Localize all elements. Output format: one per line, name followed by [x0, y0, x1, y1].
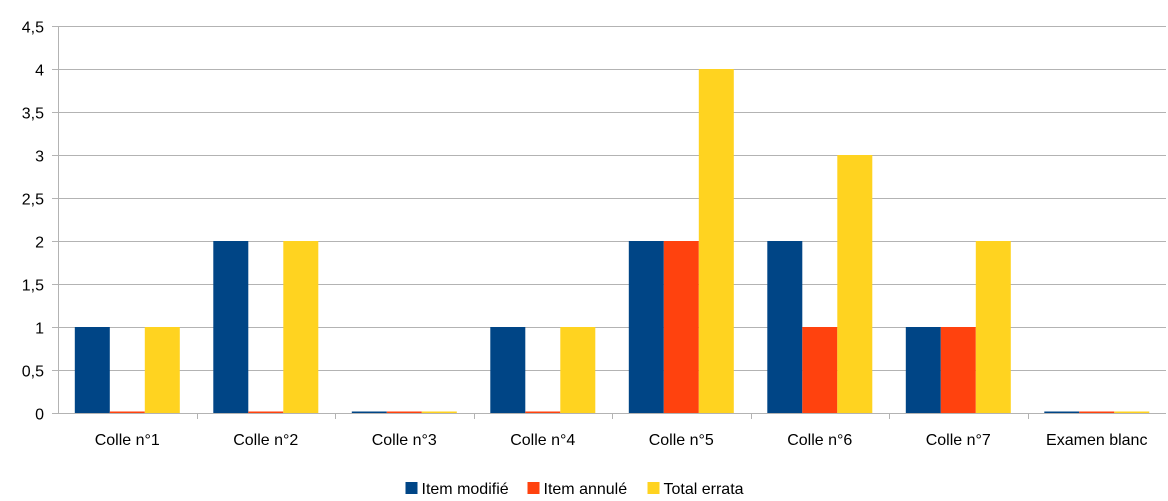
- y-tick-label-3: 1,5: [22, 278, 44, 295]
- bar-3-3: [421, 411, 457, 413]
- bar-2-1: [109, 411, 145, 413]
- x-tick-label-3: Colle n°3: [372, 432, 437, 449]
- bar-3-7: [975, 241, 1011, 413]
- bar-2-3: [386, 411, 422, 413]
- legend-label-3: Total errata: [664, 481, 744, 498]
- bars: [74, 69, 1150, 413]
- legend-label-2: Item annulé: [544, 481, 628, 498]
- bar-1-7: [905, 327, 941, 413]
- x-tick-label-5: Colle n°5: [649, 432, 714, 449]
- bar-3-4: [560, 327, 596, 413]
- y-tick-label-8: 4: [35, 63, 44, 80]
- bar-1-2: [213, 241, 249, 413]
- bar-1-3: [351, 411, 387, 413]
- y-tick-label-7: 3,5: [22, 106, 44, 123]
- bar-3-6: [837, 155, 873, 413]
- bar-1-1: [74, 327, 110, 413]
- bar-2-7: [940, 327, 976, 413]
- bar-2-5: [663, 241, 699, 413]
- legend-swatch-1: [405, 482, 418, 494]
- x-tick-label-1: Colle n°1: [95, 432, 160, 449]
- x-tick-label-4: Colle n°4: [510, 432, 575, 449]
- legend-label-1: Item modifié: [422, 481, 509, 498]
- y-tick-label-2: 1: [35, 321, 44, 338]
- bar-1-4: [490, 327, 526, 413]
- bar-1-6: [767, 241, 803, 413]
- legend: Item modifié Item annulé Total errata: [405, 481, 744, 498]
- bar-3-1: [144, 327, 180, 413]
- bar-2-6: [802, 327, 838, 413]
- y-tick-label-5: 2,5: [22, 192, 44, 209]
- bar-1-8: [1044, 411, 1080, 413]
- x-tick-label-6: Colle n°6: [787, 432, 852, 449]
- legend-swatch-3: [647, 482, 660, 494]
- x-tick-label-2: Colle n°2: [233, 432, 298, 449]
- bar-2-8: [1079, 411, 1115, 413]
- bar-2-2: [248, 411, 284, 413]
- x-tick-label-8: Examen blanc: [1046, 432, 1147, 449]
- bar-3-8: [1114, 411, 1150, 413]
- bar-1-5: [628, 241, 664, 413]
- y-tick-label-6: 3: [35, 149, 44, 166]
- legend-swatch-2: [527, 482, 540, 494]
- y-tick-label-0: 0: [35, 407, 44, 424]
- y-tick-label-9: 4,5: [22, 20, 44, 37]
- y-axis-ticks: 0 0,5 1 1,5 2 2,5 3 3,5 4 4,5: [22, 20, 58, 424]
- axes: [58, 26, 1166, 419]
- y-tick-label-4: 2: [35, 235, 44, 252]
- bar-3-5: [698, 69, 734, 413]
- y-tick-label-1: 0,5: [22, 364, 44, 381]
- x-tick-label-7: Colle n°7: [926, 432, 991, 449]
- x-axis-labels: Colle n°1 Colle n°2 Colle n°3 Colle n°4 Coll…: [95, 432, 1148, 449]
- bar-2-4: [525, 411, 561, 413]
- bar-3-2: [283, 241, 319, 413]
